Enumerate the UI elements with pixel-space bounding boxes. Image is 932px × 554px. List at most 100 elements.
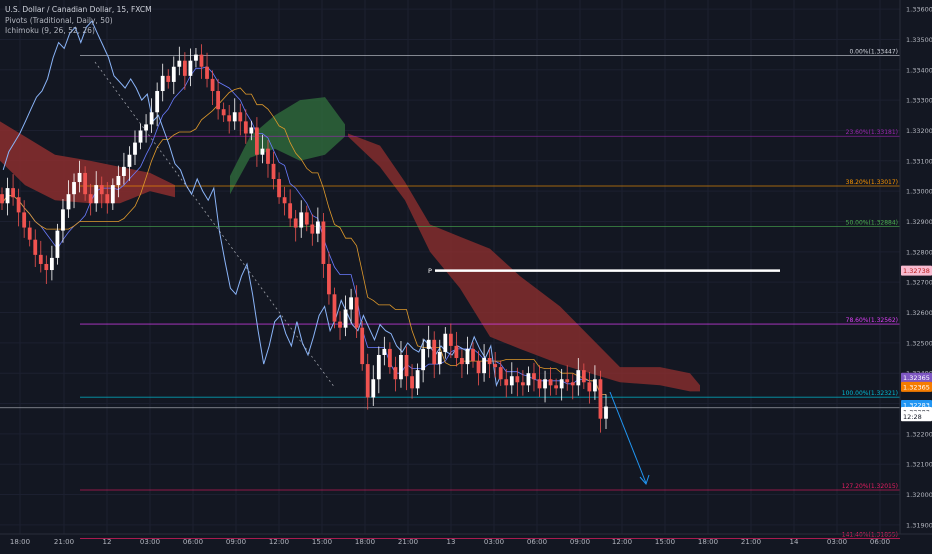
- price-tick-label: 1.32800: [906, 248, 932, 256]
- candle-body: [509, 376, 514, 386]
- pivot-level: P: [428, 267, 780, 275]
- candle-body: [415, 370, 420, 389]
- candle-body: [437, 351, 442, 365]
- candle-body: [5, 188, 10, 204]
- price-tick-label: 1.33500: [906, 36, 932, 44]
- candle-body: [476, 361, 481, 374]
- candle-body: [260, 148, 265, 155]
- time-tick-label: 03:00: [140, 538, 160, 546]
- candle-body: [205, 66, 209, 79]
- candle-body: [293, 218, 298, 228]
- candle-body: [443, 333, 448, 352]
- candle-body: [94, 185, 99, 204]
- candle-body: [221, 109, 226, 116]
- cloud-bear: [0, 121, 175, 204]
- candle-body: [271, 163, 276, 180]
- time-tick-label: 09:00: [226, 538, 246, 546]
- time-tick-label: 18:00: [10, 538, 30, 546]
- time-tick-label: 06:00: [183, 538, 203, 546]
- candle-body: [554, 385, 559, 389]
- price-tick-label: 1.33100: [906, 157, 932, 165]
- candle-body: [138, 130, 143, 143]
- time-tick-label: 12: [103, 538, 112, 546]
- candle-body: [410, 376, 414, 389]
- candle-body: [166, 75, 171, 82]
- candle-body: [243, 121, 248, 134]
- candle-body: [277, 179, 281, 198]
- candle-body: [116, 175, 121, 186]
- candle-body: [155, 91, 160, 113]
- price-tick-label: 1.32200: [906, 430, 932, 438]
- price-tick-label: 1.32500: [906, 339, 932, 347]
- candle-body: [332, 294, 337, 322]
- fib-level-label: 23.60%(1.33181): [846, 129, 898, 136]
- symbol-title[interactable]: U.S. Dollar / Canadian Dollar, 15, FXCM: [5, 5, 152, 14]
- candle-body: [160, 75, 165, 92]
- candle-body: [371, 379, 376, 398]
- candle-body: [338, 321, 342, 328]
- candle-body: [587, 382, 592, 392]
- candle-body: [515, 376, 520, 383]
- time-tick-label: 18:00: [698, 538, 718, 546]
- candle-body: [349, 297, 354, 310]
- price-tick-label: 1.33200: [906, 127, 932, 135]
- pivots-indicator-label[interactable]: Pivots (Traditional, Daily, 50): [5, 15, 113, 25]
- time-tick-label: 12:00: [612, 538, 632, 546]
- candle-body: [399, 354, 403, 380]
- candle-body: [38, 254, 43, 264]
- candle-body: [581, 370, 586, 383]
- time-tick-label: 06:00: [870, 538, 890, 546]
- candle-body: [421, 348, 426, 371]
- price-badge-label: 1.32365: [903, 383, 930, 391]
- candle-body: [27, 227, 32, 240]
- candle-body: [532, 373, 536, 380]
- price-tick-label: 1.32100: [906, 461, 932, 469]
- fib-level-label: 78.60%(1.32562): [846, 317, 898, 324]
- candle-body: [504, 379, 509, 386]
- candle-body: [310, 224, 315, 234]
- candle-body: [210, 78, 215, 92]
- price-tick-label: 1.32900: [906, 218, 932, 226]
- candle-body: [576, 370, 581, 386]
- candle-body: [0, 194, 4, 204]
- time-tick-label: 03:00: [827, 538, 847, 546]
- time-tick-label: 15:00: [655, 538, 675, 546]
- projection-arrow-head: [639, 474, 650, 485]
- fib-level-label: 127.20%(1.32015): [842, 483, 898, 490]
- candle-body: [321, 221, 326, 264]
- candle-body: [199, 54, 204, 67]
- price-badge-label: 1.32365: [903, 374, 930, 382]
- candle-body: [83, 172, 88, 195]
- candle-body: [393, 367, 398, 380]
- price-tick-label: 1.33600: [906, 6, 932, 14]
- candle-body: [598, 379, 603, 419]
- candle-body: [465, 348, 470, 365]
- time-tick-label: 09:00: [570, 538, 590, 546]
- candle-body: [72, 182, 76, 195]
- fib-level-label: 100.00%(1.32321): [842, 390, 898, 397]
- candle-body: [232, 112, 237, 122]
- candle-body: [537, 379, 542, 389]
- ichimoku-indicator-label[interactable]: Ichimoku (9, 26, 52, 26): [5, 26, 95, 35]
- candle-body: [315, 221, 320, 234]
- time-tick-label: 18:00: [355, 538, 375, 546]
- candle-body: [282, 197, 287, 204]
- candle-body: [604, 406, 608, 419]
- candle-body: [343, 309, 348, 328]
- base-line: [1, 87, 606, 395]
- candle-body: [44, 263, 49, 271]
- candle-body: [304, 212, 309, 225]
- candle-body: [559, 379, 564, 389]
- candle-body: [354, 297, 359, 328]
- cloud-bull: [230, 97, 345, 195]
- price-badge: [901, 381, 932, 392]
- projection-arrow: [609, 391, 647, 484]
- time-tick-label: 03:00: [484, 538, 504, 546]
- candle-body: [99, 185, 104, 195]
- candle-body: [471, 348, 475, 362]
- candle-body: [227, 115, 232, 122]
- candle-body: [61, 209, 65, 231]
- candle-body: [88, 194, 93, 204]
